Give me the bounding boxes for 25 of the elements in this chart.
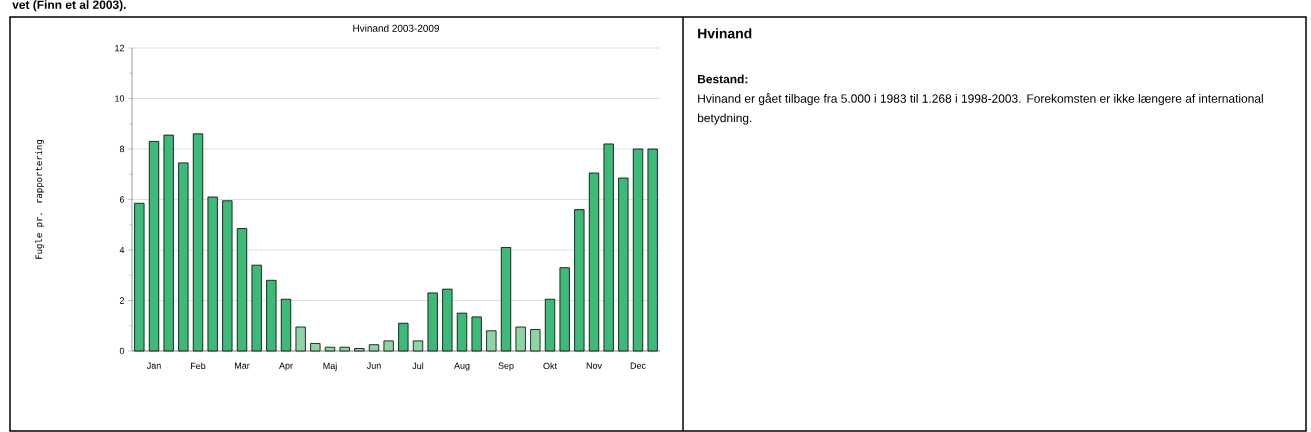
- y-tick-label: 12: [115, 44, 125, 52]
- x-tick-label: Aug: [454, 362, 470, 371]
- x-tick-label: Okt: [543, 362, 557, 370]
- x-tick-label: Mar: [235, 362, 250, 369]
- x-tick-label: Jul: [412, 362, 424, 370]
- y-tick-label: 4: [119, 246, 125, 254]
- x-tick-label: Sep: [498, 362, 514, 371]
- y-axis-title: Fugle pr. rapportering: [35, 140, 44, 259]
- y-tick-label: 8: [119, 145, 125, 153]
- chart-title: Hvinand 2003-2009: [353, 24, 439, 32]
- x-tick-label: Feb: [191, 362, 206, 370]
- x-tick-label: Jun: [366, 362, 381, 369]
- y-tick-label: 10: [115, 95, 125, 102]
- x-tick-label: Jan: [146, 362, 161, 369]
- text: Bestand:: [698, 74, 748, 84]
- text: Hvinand er gået tilbage fra 5.000 i 1983 til 1.268 i 1998-2003. Forekomsten er ikke længere af international betydning.: [697, 93, 1263, 125]
- text: vet (Finn et al 2003).: [12, 0, 126, 12]
- y-tick-label: 6: [119, 196, 125, 203]
- text: Hvinand: [698, 28, 752, 39]
- x-tick-label: Apr: [279, 362, 293, 371]
- x-tick-label: Nov: [586, 362, 602, 369]
- x-tick-label: Dec: [630, 362, 646, 369]
- x-tick-label: Maj: [323, 362, 337, 371]
- y-tick-label: 2: [119, 297, 125, 304]
- y-tick-label: 0: [119, 347, 125, 355]
